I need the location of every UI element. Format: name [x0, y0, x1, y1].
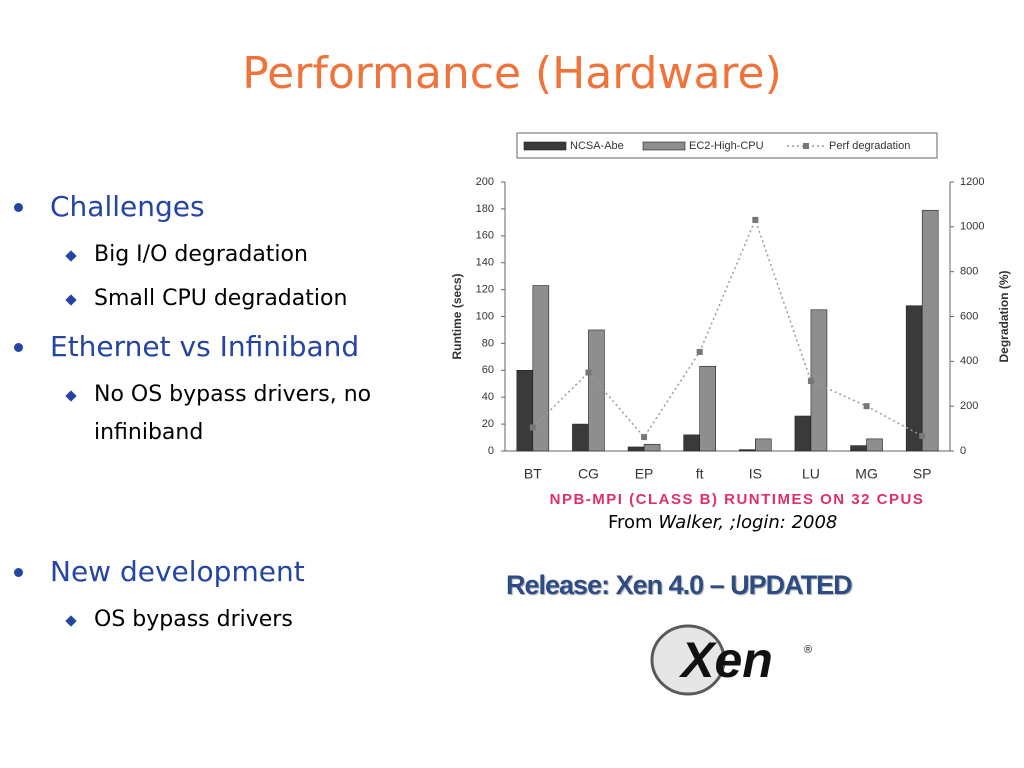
bullet-item: No OS bypass drivers, no infiniband: [10, 370, 424, 452]
source-note: From Walker, ;login: 2008: [608, 512, 837, 533]
y2-tick-label: 600: [960, 310, 978, 322]
y2-tick-label: 800: [960, 266, 978, 278]
bar: [699, 365, 716, 452]
bar: [643, 443, 661, 452]
bar: [921, 209, 939, 452]
bar: [850, 445, 867, 452]
source-prefix: From: [608, 512, 653, 533]
y-tick-label: 80: [482, 337, 494, 349]
legend-swatch: [523, 141, 567, 151]
x-tick-label: IS: [749, 466, 762, 482]
point: [863, 403, 870, 410]
legend-label: Perf degradation: [829, 140, 910, 152]
bullet-item: Small CPU degradation: [10, 274, 424, 318]
y-tick-label: 140: [476, 257, 494, 269]
y-axis-label: Runtime (secs): [450, 273, 464, 359]
y2-tick-label: 1200: [960, 176, 984, 188]
x-tick-label: EP: [635, 466, 654, 482]
x-tick-label: ft: [696, 466, 704, 482]
bullet-list: Challenges Big I/O degradation Small CPU d…: [10, 184, 440, 639]
logo-circle: [650, 624, 726, 696]
point: [752, 216, 759, 223]
source-citation: Walker, ;login: 2008: [658, 512, 838, 533]
y-tick-label: 100: [476, 310, 494, 322]
y2-tick-label: 200: [960, 400, 978, 412]
x-tick-label: LU: [802, 466, 820, 482]
bar: [866, 438, 883, 452]
y-tick-label: 60: [482, 364, 494, 376]
bar: [905, 305, 923, 452]
bullet-section: Challenges Big I/O degradation Small CPU d…: [10, 184, 440, 318]
logo-mark: ®: [804, 644, 812, 656]
point: [807, 378, 814, 385]
legend-swatch: [642, 141, 686, 151]
line: [532, 217, 923, 439]
bullet-item: OS bypass drivers: [10, 595, 424, 639]
y-tick-label: 20: [482, 418, 494, 430]
point: [529, 424, 536, 431]
point: [585, 369, 592, 376]
bar: [532, 285, 550, 452]
bar: [516, 369, 534, 452]
y2-axis-label: Degradation (%): [997, 270, 1011, 362]
bullet-heading: Ethernet vs Infiniband: [10, 324, 440, 370]
bar: [683, 434, 700, 452]
y2-tick-label: 400: [960, 355, 978, 367]
legend-box: [516, 132, 938, 159]
point: [919, 432, 926, 439]
bar: [755, 438, 772, 452]
legend-label: EC2-High-CPU: [689, 140, 764, 152]
bar: [588, 329, 605, 452]
bullet-section: Ethernet vs Infiniband No OS bypass drive…: [10, 324, 440, 452]
bullet-heading: New development: [10, 549, 440, 595]
y-tick-label: 180: [476, 203, 494, 215]
bar: [739, 449, 756, 452]
bullet-item: Big I/O degradation: [10, 230, 424, 274]
y2-tick-label: 1000: [960, 221, 984, 233]
bar: [627, 446, 645, 452]
y-tick-label: 120: [476, 284, 494, 296]
bar: [794, 415, 812, 452]
bullet-heading: Challenges: [10, 184, 440, 230]
y-tick-label: 40: [482, 391, 494, 403]
y-tick-label: 200: [476, 176, 494, 188]
slide-title: Performance (Hardware): [242, 48, 782, 99]
bar: [572, 423, 589, 452]
y-tick-label: 160: [476, 230, 494, 242]
logo-text: Xen: [678, 632, 773, 688]
legend-label: NCSA-Abe: [570, 140, 624, 152]
x-tick-label: SP: [913, 466, 932, 482]
x-tick-label: CG: [578, 466, 599, 482]
point: [696, 348, 703, 355]
y2-tick-label: 0: [960, 445, 966, 457]
x-tick-label: BT: [524, 466, 542, 482]
bullet-section: New development OS bypass drivers: [10, 549, 440, 639]
chart-caption: NPB-MPI (CLASS B) RUNTIMES ON 32 CPUS: [550, 491, 925, 508]
point: [641, 434, 648, 441]
release-banner: Release: Xen 4.0 – UPDATED: [506, 570, 853, 600]
legend-point: [803, 143, 809, 149]
x-tick-label: MG: [855, 466, 878, 482]
y-tick-label: 0: [488, 445, 494, 457]
